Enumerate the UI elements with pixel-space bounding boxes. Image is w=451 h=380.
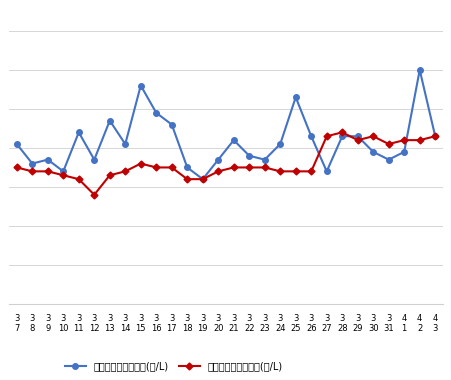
- レギュラー実売価格(円/L): [416, 138, 422, 142]
- レギュラー実売価格(円/L): [385, 142, 391, 146]
- レギュラー実売価格(円/L): [370, 134, 375, 139]
- レギュラー実売価格(円/L): [354, 138, 359, 142]
- レギュラー看板価格(円/L): [370, 150, 375, 154]
- レギュラー実売価格(円/L): [323, 134, 329, 139]
- レギュラー実売価格(円/L): [169, 165, 174, 170]
- レギュラー看板価格(円/L): [400, 150, 406, 154]
- レギュラー実売価格(円/L): [277, 169, 282, 174]
- レギュラー看板価格(円/L): [246, 154, 251, 158]
- レギュラー実売価格(円/L): [184, 177, 189, 181]
- レギュラー実売価格(円/L): [400, 138, 406, 142]
- レギュラー看板価格(円/L): [184, 165, 189, 170]
- レギュラー看板価格(円/L): [323, 169, 329, 174]
- レギュラー実売価格(円/L): [339, 130, 344, 135]
- レギュラー実売価格(円/L): [246, 165, 251, 170]
- レギュラー実売価格(円/L): [14, 165, 19, 170]
- レギュラー看板価格(円/L): [339, 134, 344, 139]
- レギュラー実売価格(円/L): [29, 169, 35, 174]
- レギュラー実売価格(円/L): [153, 165, 159, 170]
- レギュラー実売価格(円/L): [92, 193, 97, 197]
- レギュラー看板価格(円/L): [169, 122, 174, 127]
- レギュラー看板価格(円/L): [262, 157, 267, 162]
- レギュラー実売価格(円/L): [76, 177, 81, 181]
- レギュラー看板価格(円/L): [354, 134, 359, 139]
- レギュラー看板価格(円/L): [153, 111, 159, 115]
- レギュラー看板価格(円/L): [200, 177, 205, 181]
- レギュラー実売価格(円/L): [138, 161, 143, 166]
- レギュラー実売価格(円/L): [230, 165, 236, 170]
- レギュラー看板価格(円/L): [277, 142, 282, 146]
- レギュラー看板価格(円/L): [432, 134, 437, 139]
- Line: レギュラー看板価格(円/L): レギュラー看板価格(円/L): [14, 67, 437, 182]
- レギュラー看板価格(円/L): [107, 118, 112, 123]
- レギュラー実売価格(円/L): [60, 173, 66, 177]
- レギュラー看板価格(円/L): [308, 134, 313, 139]
- レギュラー看板価格(円/L): [14, 142, 19, 146]
- Legend: レギュラー看板価格(円/L), レギュラー実売価格(円/L): レギュラー看板価格(円/L), レギュラー実売価格(円/L): [64, 361, 282, 372]
- レギュラー実売価格(円/L): [432, 134, 437, 139]
- レギュラー実売価格(円/L): [122, 169, 128, 174]
- レギュラー実売価格(円/L): [215, 169, 221, 174]
- レギュラー実売価格(円/L): [200, 177, 205, 181]
- レギュラー看板価格(円/L): [416, 68, 422, 72]
- レギュラー実売価格(円/L): [107, 173, 112, 177]
- レギュラー看板価格(円/L): [45, 157, 51, 162]
- レギュラー看板価格(円/L): [215, 157, 221, 162]
- レギュラー実売価格(円/L): [262, 165, 267, 170]
- レギュラー看板価格(円/L): [29, 161, 35, 166]
- レギュラー実売価格(円/L): [292, 169, 298, 174]
- レギュラー看板価格(円/L): [138, 83, 143, 88]
- レギュラー看板価格(円/L): [385, 157, 391, 162]
- レギュラー看板価格(円/L): [76, 130, 81, 135]
- レギュラー看板価格(円/L): [230, 138, 236, 142]
- レギュラー看板価格(円/L): [60, 169, 66, 174]
- レギュラー看板価格(円/L): [292, 95, 298, 100]
- レギュラー看板価格(円/L): [92, 157, 97, 162]
- Line: レギュラー実売価格(円/L): レギュラー実売価格(円/L): [14, 130, 437, 197]
- レギュラー実売価格(円/L): [308, 169, 313, 174]
- レギュラー看板価格(円/L): [122, 142, 128, 146]
- レギュラー実売価格(円/L): [45, 169, 51, 174]
